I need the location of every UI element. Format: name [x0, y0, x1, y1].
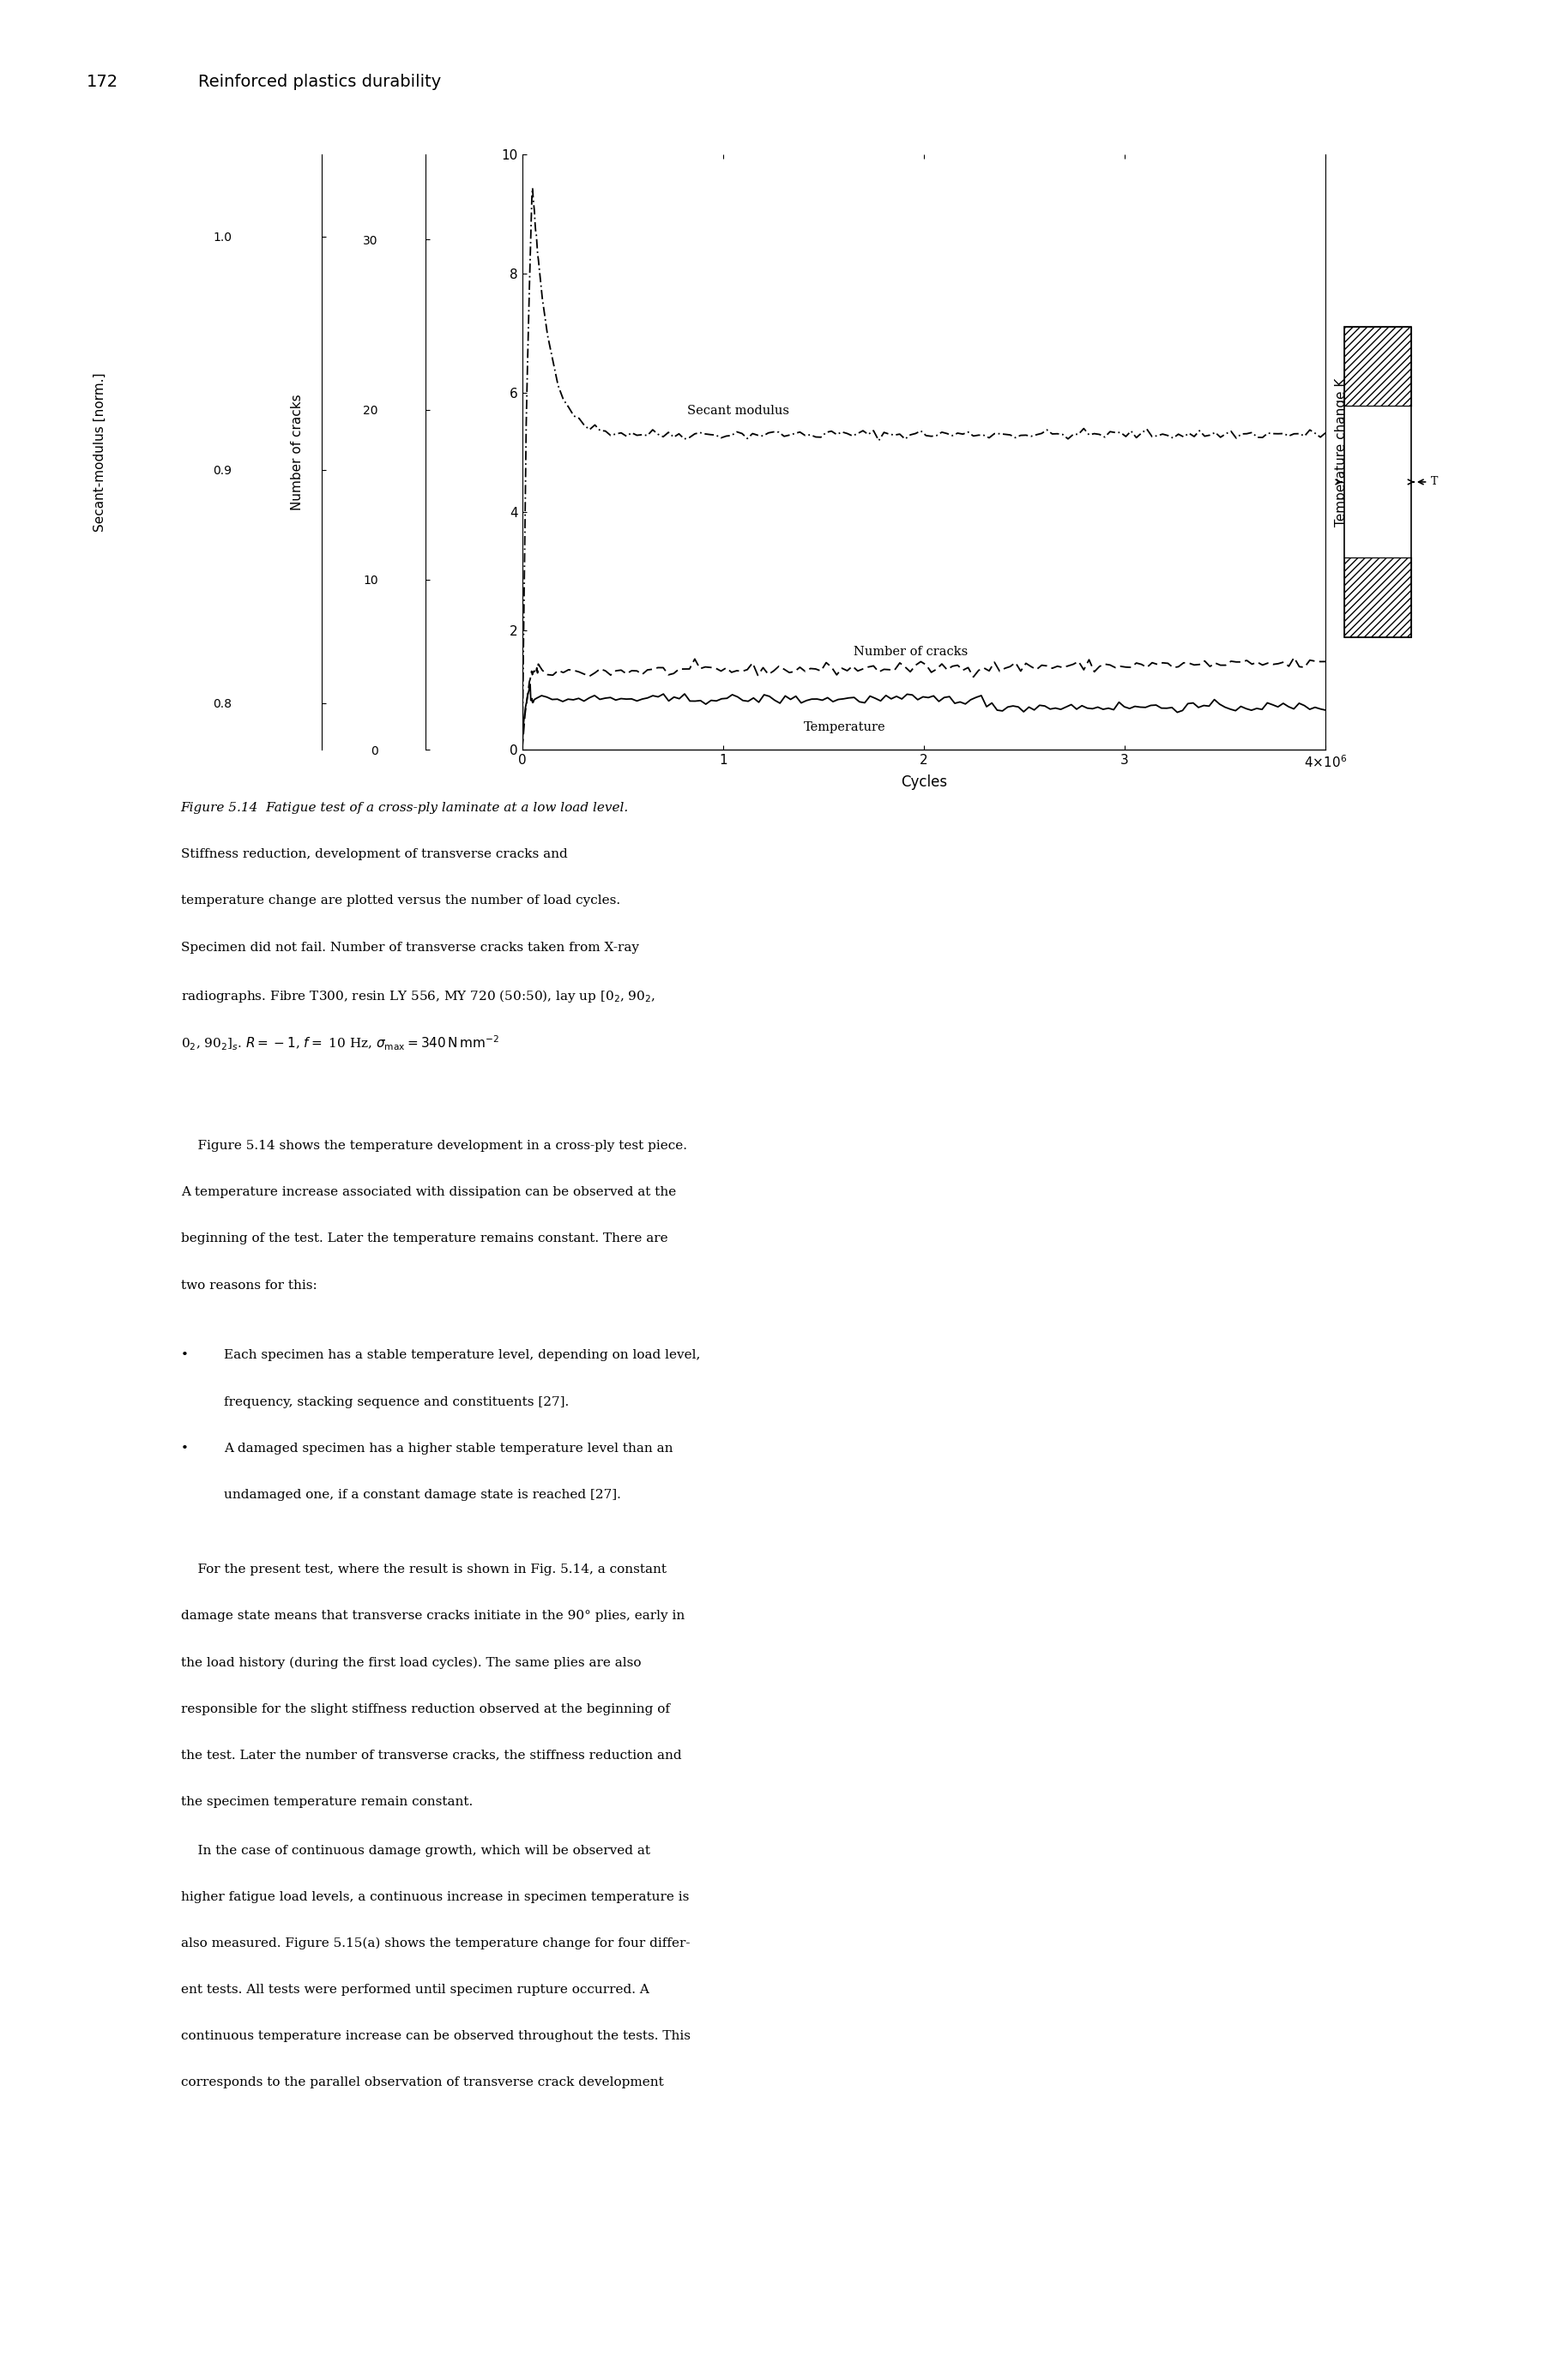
- Text: damage state means that transverse cracks initiate in the 90° plies, early in: damage state means that transverse crack…: [181, 1611, 684, 1623]
- Text: undamaged one, if a constant damage state is reached [27].: undamaged one, if a constant damage stat…: [224, 1490, 621, 1502]
- Text: Secant modulus: Secant modulus: [688, 405, 789, 416]
- Text: 172: 172: [87, 74, 119, 90]
- Text: also measured. Figure 5.15(a) shows the temperature change for four differ-: also measured. Figure 5.15(a) shows the …: [181, 1937, 691, 1949]
- Text: In the case of continuous damage growth, which will be observed at: In the case of continuous damage growth,…: [181, 1844, 650, 1856]
- Text: Reinforced plastics durability: Reinforced plastics durability: [198, 74, 440, 90]
- Text: •: •: [181, 1349, 188, 1361]
- Text: Specimen did not fail. Number of transverse cracks taken from X-ray: Specimen did not fail. Number of transve…: [181, 940, 640, 954]
- Text: temperature change are plotted versus the number of load cycles.: temperature change are plotted versus th…: [181, 895, 620, 907]
- Text: A temperature increase associated with dissipation can be observed at the: A temperature increase associated with d…: [181, 1185, 677, 1200]
- Text: frequency, stacking sequence and constituents [27].: frequency, stacking sequence and constit…: [224, 1395, 569, 1409]
- Text: A damaged specimen has a higher stable temperature level than an: A damaged specimen has a higher stable t…: [224, 1442, 674, 1454]
- Text: the load history (during the first load cycles). The same plies are also: the load history (during the first load …: [181, 1656, 641, 1668]
- Text: ent tests. All tests were performed until specimen rupture occurred. A: ent tests. All tests were performed unti…: [181, 1985, 649, 1997]
- Y-axis label: Secant-modulus [norm.]: Secant-modulus [norm.]: [93, 374, 107, 531]
- Text: continuous temperature increase can be observed throughout the tests. This: continuous temperature increase can be o…: [181, 2030, 691, 2042]
- Text: Stiffness reduction, development of transverse cracks and: Stiffness reduction, development of tran…: [181, 847, 567, 862]
- Bar: [1344, 557, 1411, 638]
- Text: corresponds to the parallel observation of transverse crack development: corresponds to the parallel observation …: [181, 2075, 663, 2090]
- Text: Number of cracks: Number of cracks: [854, 645, 967, 657]
- X-axis label: Cycles: Cycles: [901, 774, 947, 790]
- Y-axis label: Temperature change K: Temperature change K: [1335, 378, 1347, 526]
- Text: For the present test, where the result is shown in Fig. 5.14, a constant: For the present test, where the result i…: [181, 1564, 666, 1576]
- Text: higher fatigue load levels, a continuous increase in specimen temperature is: higher fatigue load levels, a continuous…: [181, 1892, 689, 1904]
- Text: beginning of the test. Later the temperature remains constant. There are: beginning of the test. Later the tempera…: [181, 1233, 667, 1245]
- Text: two reasons for this:: two reasons for this:: [181, 1280, 317, 1292]
- Text: Temperature: Temperature: [803, 721, 885, 733]
- Bar: [1344, 326, 1411, 407]
- Y-axis label: Number of cracks: Number of cracks: [290, 395, 303, 509]
- Text: •: •: [181, 1442, 188, 1454]
- Text: radiographs. Fibre T300, resin LY 556, MY 720 (50:50), lay up [0$_2$, 90$_2$,: radiographs. Fibre T300, resin LY 556, M…: [181, 988, 655, 1004]
- Text: the test. Later the number of transverse cracks, the stiffness reduction and: the test. Later the number of transverse…: [181, 1749, 681, 1761]
- Text: Figure 5.14  Fatigue test of a cross-ply laminate at a low load level.: Figure 5.14 Fatigue test of a cross-ply …: [181, 802, 629, 814]
- Text: T: T: [1431, 476, 1438, 488]
- Text: Each specimen has a stable temperature level, depending on load level,: Each specimen has a stable temperature l…: [224, 1349, 700, 1361]
- Text: the specimen temperature remain constant.: the specimen temperature remain constant…: [181, 1797, 473, 1809]
- Text: responsible for the slight stiffness reduction observed at the beginning of: responsible for the slight stiffness red…: [181, 1704, 669, 1716]
- Text: 0$_2$, 90$_2$]$_s$. $R = -1$, $f =$ 10 Hz, $\sigma_\mathrm{max} = 340\,\mathrm{N: 0$_2$, 90$_2$]$_s$. $R = -1$, $f =$ 10 H…: [181, 1033, 499, 1052]
- Text: Figure 5.14 shows the temperature development in a cross-ply test piece.: Figure 5.14 shows the temperature develo…: [181, 1140, 688, 1152]
- Bar: [1344, 326, 1411, 638]
